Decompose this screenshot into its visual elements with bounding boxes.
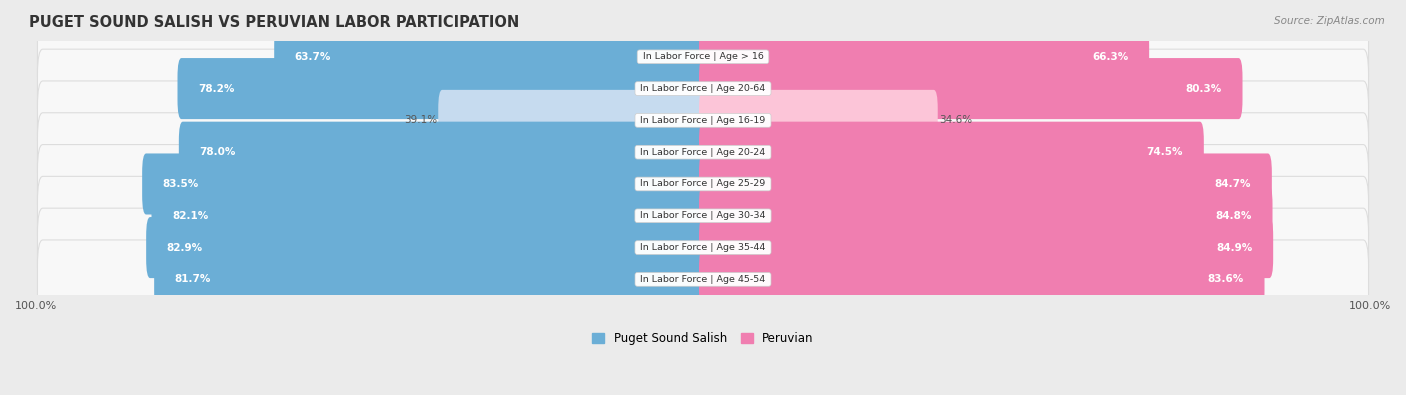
FancyBboxPatch shape [699,122,1204,183]
FancyBboxPatch shape [38,49,1368,128]
Text: 84.7%: 84.7% [1215,179,1251,189]
FancyBboxPatch shape [142,154,707,214]
FancyBboxPatch shape [699,58,1243,119]
FancyBboxPatch shape [699,26,1149,87]
Text: 83.6%: 83.6% [1208,275,1244,284]
Text: 66.3%: 66.3% [1092,52,1129,62]
FancyBboxPatch shape [38,17,1368,96]
Text: 84.9%: 84.9% [1216,243,1253,252]
Text: 81.7%: 81.7% [174,275,211,284]
FancyBboxPatch shape [699,185,1272,246]
FancyBboxPatch shape [274,26,707,87]
FancyBboxPatch shape [38,176,1368,255]
Text: 78.0%: 78.0% [200,147,236,157]
Text: 84.8%: 84.8% [1215,211,1251,221]
FancyBboxPatch shape [699,217,1274,278]
FancyBboxPatch shape [152,185,707,246]
Text: In Labor Force | Age > 16: In Labor Force | Age > 16 [640,52,766,61]
Text: 78.2%: 78.2% [198,84,235,94]
Text: In Labor Force | Age 20-24: In Labor Force | Age 20-24 [637,148,769,157]
Text: In Labor Force | Age 30-34: In Labor Force | Age 30-34 [637,211,769,220]
Text: 82.9%: 82.9% [167,243,202,252]
FancyBboxPatch shape [38,240,1368,319]
Text: 34.6%: 34.6% [939,115,972,125]
Text: 74.5%: 74.5% [1147,147,1184,157]
Text: 83.5%: 83.5% [163,179,200,189]
Text: In Labor Force | Age 20-64: In Labor Force | Age 20-64 [637,84,769,93]
FancyBboxPatch shape [155,249,707,310]
FancyBboxPatch shape [699,249,1264,310]
FancyBboxPatch shape [699,90,938,151]
Text: In Labor Force | Age 16-19: In Labor Force | Age 16-19 [637,116,769,125]
FancyBboxPatch shape [179,122,707,183]
FancyBboxPatch shape [38,81,1368,160]
FancyBboxPatch shape [38,145,1368,224]
FancyBboxPatch shape [38,208,1368,287]
Text: 63.7%: 63.7% [295,52,332,62]
Text: 82.1%: 82.1% [172,211,208,221]
FancyBboxPatch shape [146,217,707,278]
Legend: Puget Sound Salish, Peruvian: Puget Sound Salish, Peruvian [592,332,814,345]
Text: In Labor Force | Age 35-44: In Labor Force | Age 35-44 [637,243,769,252]
FancyBboxPatch shape [38,113,1368,192]
Text: In Labor Force | Age 45-54: In Labor Force | Age 45-54 [637,275,769,284]
Text: Source: ZipAtlas.com: Source: ZipAtlas.com [1274,16,1385,26]
FancyBboxPatch shape [177,58,707,119]
Text: In Labor Force | Age 25-29: In Labor Force | Age 25-29 [637,179,769,188]
Text: PUGET SOUND SALISH VS PERUVIAN LABOR PARTICIPATION: PUGET SOUND SALISH VS PERUVIAN LABOR PAR… [30,15,520,30]
Text: 80.3%: 80.3% [1185,84,1222,94]
Text: 39.1%: 39.1% [404,115,437,125]
FancyBboxPatch shape [699,154,1272,214]
FancyBboxPatch shape [439,90,707,151]
